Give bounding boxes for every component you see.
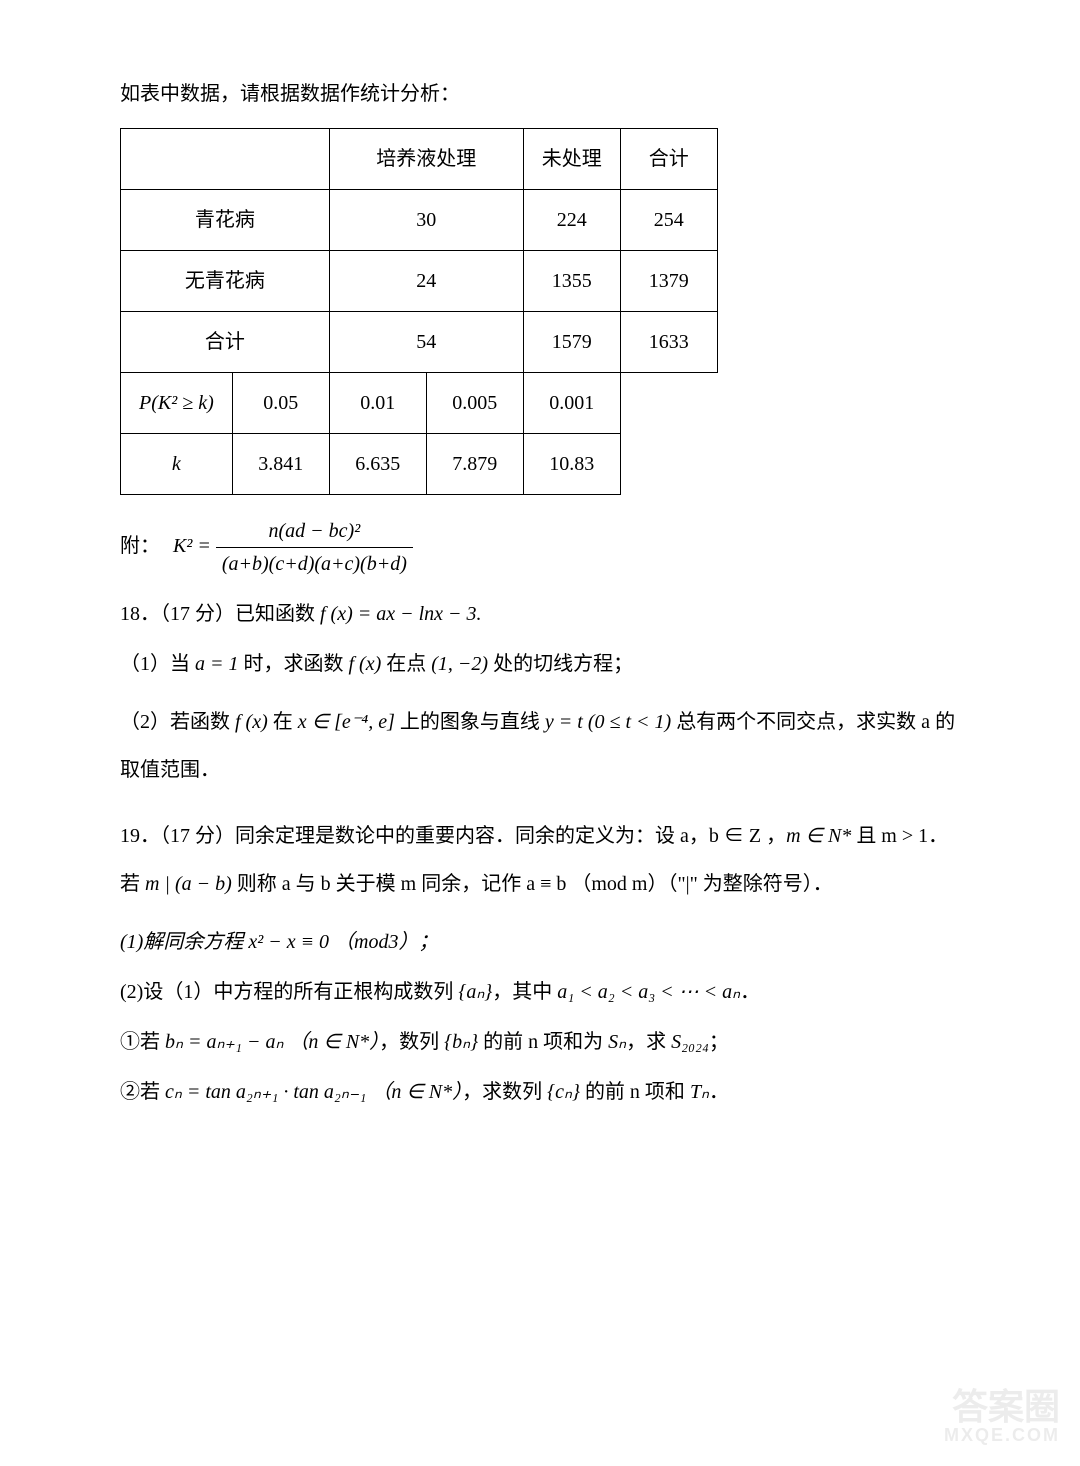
t2-ra: k xyxy=(121,434,233,495)
t1-h0d: 合计 xyxy=(620,129,717,190)
q18-2f: y = t (0 ≤ t < 1) xyxy=(545,711,671,733)
t1-r1c: 224 xyxy=(523,190,620,251)
q18-stem: 18．（17 分）已知函数 f (x) = ax − lnx − 3. xyxy=(120,598,960,630)
k2-formula: 附： K² = n(ad − bc)² (a+b)(c+d)(a+c)(b+d) xyxy=(120,515,960,580)
q18-1a: （1）当 xyxy=(120,653,195,675)
q19-21f: Sₙ xyxy=(608,1031,626,1053)
q19-21g: ，求 xyxy=(626,1031,671,1053)
watermark-main: 答案圈 xyxy=(944,1387,1060,1427)
t1-r3c: 1579 xyxy=(523,312,620,373)
fu-label: 附： xyxy=(120,535,160,557)
q19-part2: (2)设（1）中方程的所有正根构成数列 {aₙ}，其中 a₁ < a₂ < a₃… xyxy=(120,976,960,1008)
q19-21d: {bₙ} xyxy=(444,1031,478,1053)
q18-1b: a = 1 xyxy=(195,653,239,675)
q19-part1: (1)解同余方程 x² − x ≡ 0 （mod3）； xyxy=(120,926,960,958)
t2-rb: 3.841 xyxy=(232,434,329,495)
q19-2b: {aₙ} xyxy=(458,981,492,1003)
t2-hc: 0.01 xyxy=(329,373,426,434)
q19-21i: ； xyxy=(709,1031,729,1053)
t1-h0a xyxy=(121,129,330,190)
t1-r3b: 54 xyxy=(329,312,523,373)
t1-h0c: 未处理 xyxy=(523,129,620,190)
watermark: 答案圈 MXQE.COM xyxy=(944,1387,1060,1446)
q18-1c: 时，求函数 xyxy=(239,653,349,675)
intro-text: 如表中数据，请根据数据作统计分析： xyxy=(120,78,960,110)
q19-2d: a₁ < a₂ < a₃ < ⋯ < aₙ xyxy=(557,981,740,1003)
q19-2c: ，其中 xyxy=(492,981,557,1003)
q19-21e: 的前 n 项和为 xyxy=(478,1031,608,1053)
watermark-sub: MXQE.COM xyxy=(944,1426,1060,1446)
t1-r1d: 254 xyxy=(620,190,717,251)
q19-21h: S₂₀₂₄ xyxy=(671,1031,709,1053)
q19-21c: ，数列 xyxy=(379,1031,444,1053)
t1-r1b: 30 xyxy=(329,190,523,251)
t2-hd: 0.005 xyxy=(426,373,523,434)
q18-1g: 处的切线方程； xyxy=(488,653,633,675)
q18-2a: （2）若函数 xyxy=(120,711,235,733)
q19-22g: ． xyxy=(709,1081,729,1103)
q19-e: 则称 a 与 b 关于模 m 同余，记作 a ≡ b （mod m）（"|" 为… xyxy=(232,873,833,895)
q18-func: f (x) = ax − lnx − 3. xyxy=(320,603,482,625)
q19-1: (1)解同余方程 x² − x ≡ 0 （mod3）； xyxy=(120,931,439,953)
q19-21a: ①若 xyxy=(120,1031,165,1053)
q18-1d: f (x) xyxy=(349,653,382,675)
q19-22e: 的前 n 项和 xyxy=(580,1081,690,1103)
q18-head: 18．（17 分）已知函数 xyxy=(120,603,320,625)
t1-h0b: 培养液处理 xyxy=(329,129,523,190)
t1-r2b: 24 xyxy=(329,251,523,312)
q18-part1: （1）当 a = 1 时，求函数 f (x) 在点 (1, −2) 处的切线方程… xyxy=(120,648,960,680)
q19-part2-2: ②若 cₙ = tan a₂ₙ₊₁ · tan a₂ₙ₋₁ （n ∈ N*），求… xyxy=(120,1076,960,1108)
t1-r1a: 青花病 xyxy=(121,190,330,251)
q19-a: 19．（17 分）同余定理是数论中的重要内容．同余的定义为：设 a，b ∈ Z … xyxy=(120,825,786,847)
t1-r3d: 1633 xyxy=(620,312,717,373)
formula-num: n(ad − bc)² xyxy=(216,515,413,548)
t2-ha: P(K² ≥ k) xyxy=(121,373,233,434)
q18-2e: 上的图象与直线 xyxy=(395,711,545,733)
t1-r3a: 合计 xyxy=(121,312,330,373)
formula-den: (a+b)(c+d)(a+c)(b+d) xyxy=(216,548,413,580)
q19-d: m | (a − b) xyxy=(145,873,232,895)
q19-21b: bₙ = aₙ₊₁ − aₙ （n ∈ N*） xyxy=(165,1031,379,1053)
q19-b: m ∈ N* xyxy=(786,825,851,847)
q19-stem: 19．（17 分）同余定理是数论中的重要内容．同余的定义为：设 a，b ∈ Z … xyxy=(120,812,960,908)
t2-re: 10.83 xyxy=(523,434,620,495)
q19-22f: Tₙ xyxy=(690,1081,709,1103)
q19-22d: {cₙ} xyxy=(547,1081,580,1103)
q19-22c: ，求数列 xyxy=(462,1081,547,1103)
q18-2c: 在 xyxy=(268,711,298,733)
q18-2d: x ∈ [e⁻⁴, e] xyxy=(298,711,395,733)
t1-r2d: 1379 xyxy=(620,251,717,312)
q18-1f: (1, −2) xyxy=(431,653,488,675)
contingency-table: 培养液处理 未处理 合计 青花病 30 224 254 无青花病 24 1355… xyxy=(120,128,718,495)
q19-2a: (2)设（1）中方程的所有正根构成数列 xyxy=(120,981,458,1003)
t2-he: 0.001 xyxy=(523,373,620,434)
q19-part2-1: ①若 bₙ = aₙ₊₁ − aₙ （n ∈ N*），数列 {bₙ} 的前 n … xyxy=(120,1026,960,1058)
q19-2e: ． xyxy=(740,981,760,1003)
formula-lhs: K² = xyxy=(173,535,216,557)
t2-rc: 6.635 xyxy=(329,434,426,495)
t2-rd: 7.879 xyxy=(426,434,523,495)
q18-1e: 在点 xyxy=(381,653,431,675)
q19-22a: ②若 xyxy=(120,1081,165,1103)
q18-part2: （2）若函数 f (x) 在 x ∈ [e⁻⁴, e] 上的图象与直线 y = … xyxy=(120,698,960,794)
q19-22b: cₙ = tan a₂ₙ₊₁ · tan a₂ₙ₋₁ （n ∈ N*） xyxy=(165,1081,462,1103)
t1-r2a: 无青花病 xyxy=(121,251,330,312)
t1-r2c: 1355 xyxy=(523,251,620,312)
t2-hb: 0.05 xyxy=(232,373,329,434)
q18-2b: f (x) xyxy=(235,711,268,733)
